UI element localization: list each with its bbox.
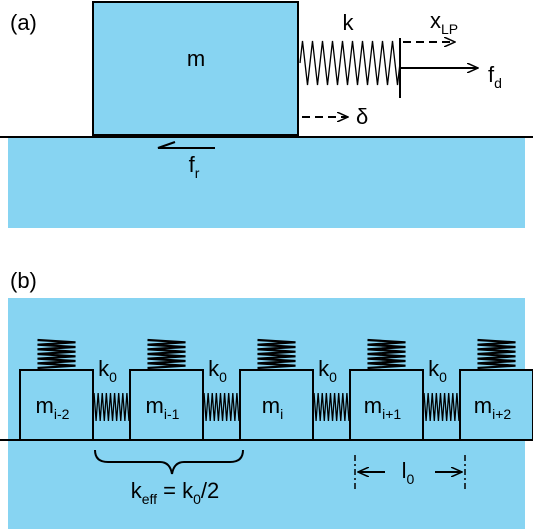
label-base: = k (157, 478, 194, 503)
label-base: m (474, 393, 492, 418)
mass-block (20, 370, 93, 440)
mass-block (130, 370, 203, 440)
label-subscript: i-2 (54, 406, 70, 422)
label-subscript: d (494, 75, 502, 91)
panel-label: (a) (10, 10, 37, 35)
mass-label: mi (262, 393, 283, 422)
label-base: m (262, 393, 280, 418)
label-subscript: 0 (329, 369, 337, 385)
label-subscript: i-1 (164, 406, 180, 422)
label-subscript: 0 (193, 491, 201, 507)
label-subscript: r (195, 165, 200, 181)
label-subscript: eff (142, 491, 157, 507)
spring (300, 41, 400, 85)
lp-label: xLP (430, 8, 458, 37)
label-subscript: i+2 (492, 406, 511, 422)
label-subscript: LP (441, 21, 458, 37)
label-base: m (364, 393, 382, 418)
label-base: /2 (201, 478, 219, 503)
mass-block (350, 370, 423, 440)
label-subscript: 0 (439, 369, 447, 385)
diagram: (a)mkxLPfdδfr(b)mi-2mi-1mimi+1mi+2k0k0k0… (0, 0, 533, 529)
mass-label: m (187, 46, 205, 71)
label-base: x (430, 8, 441, 33)
label-subscript: 0 (219, 369, 227, 385)
delta-label: δ (356, 104, 368, 129)
label-subscript: i (280, 406, 283, 422)
ground (8, 137, 525, 228)
label-subscript: 0 (407, 471, 415, 487)
panel-label: (b) (10, 268, 37, 293)
label-base: m (36, 393, 54, 418)
drive-label: fd (488, 62, 502, 91)
label-base: m (146, 393, 164, 418)
spring-label: k (343, 10, 355, 35)
mass-block (460, 370, 533, 440)
label-subscript: i+1 (382, 406, 401, 422)
label-subscript: 0 (109, 369, 117, 385)
